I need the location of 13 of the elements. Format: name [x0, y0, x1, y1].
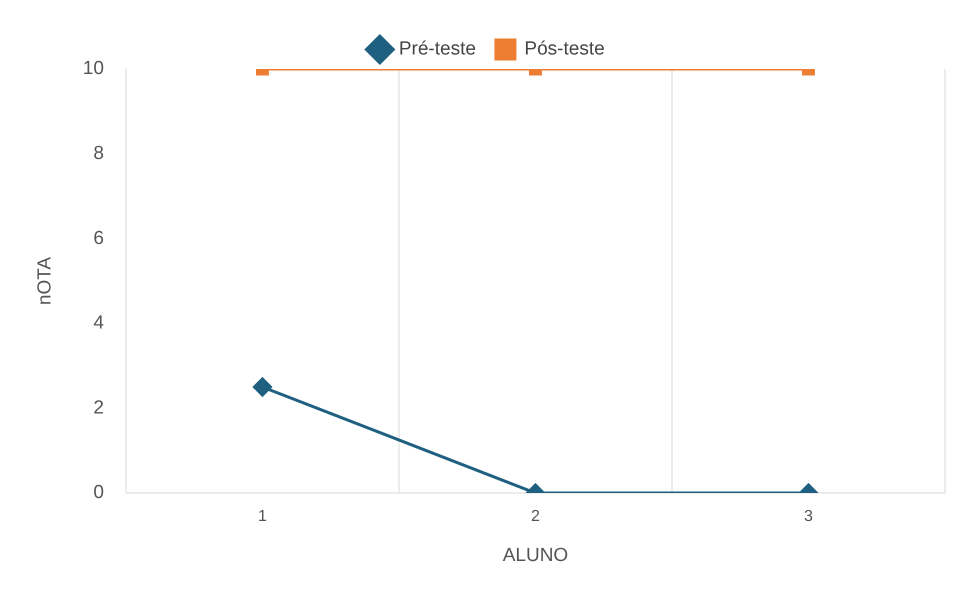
y-tick-label: 4: [93, 312, 104, 334]
x-tick-label: 2: [531, 508, 540, 526]
x-tick-label: 1: [258, 508, 267, 526]
x-axis-title: ALUNO: [502, 544, 568, 566]
y-tick-label: 2: [93, 397, 104, 418]
x-tick-label: 3: [804, 508, 814, 526]
y-tick-label: 0: [93, 482, 104, 504]
y-tick-label: 8: [93, 143, 104, 164]
y-axis-title: nOTA: [34, 256, 56, 306]
y-tick-label: 10: [82, 58, 104, 80]
legend-label: Pré-teste: [398, 38, 476, 60]
legend-label: Pós-teste: [524, 38, 605, 60]
y-tick-label: 6: [93, 228, 104, 249]
